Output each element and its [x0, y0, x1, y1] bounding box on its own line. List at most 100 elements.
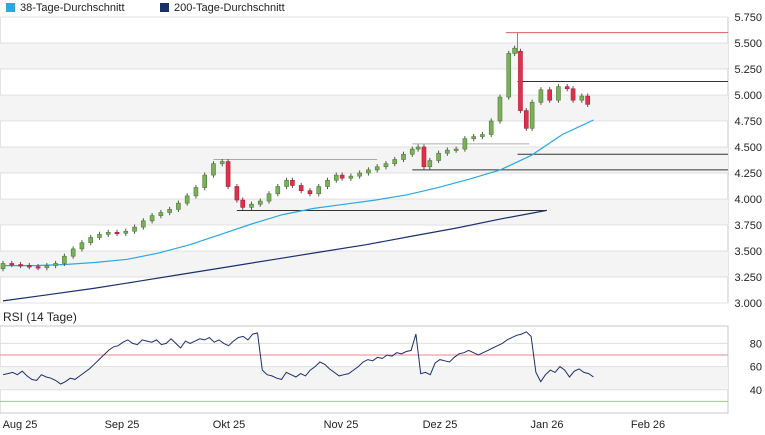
candle: [325, 179, 330, 187]
candle: [266, 193, 272, 202]
candle: [374, 166, 380, 171]
candle: [97, 234, 102, 238]
candle: [62, 255, 67, 264]
price-tick-label: 5.000: [734, 90, 762, 102]
candle: [409, 148, 415, 155]
candle: [453, 148, 459, 151]
candle: [132, 226, 137, 232]
x-axis: Aug 25 Sep 25 Okt 25 Nov 25 Dez 25 Jan 26 Feb …: [3, 419, 666, 431]
candle: [436, 152, 441, 161]
ma200-line: [2, 209, 547, 302]
candle: [333, 174, 339, 181]
price-band: [0, 199, 728, 225]
candle: [547, 89, 552, 101]
candle: [193, 187, 199, 197]
candle: [497, 96, 503, 122]
candle: [44, 265, 50, 268]
price-panel: 3.000 3.250 3.500 3.750 4.000 4.250 4.500 4.750…: [0, 12, 762, 310]
x-tick-label: Dez 25: [423, 419, 458, 430]
candle: [383, 163, 389, 168]
candle: [18, 264, 23, 267]
candle: [219, 161, 225, 164]
candle: [176, 202, 181, 210]
candle: [0, 263, 6, 269]
rsi-line: [2, 331, 594, 385]
candle: [141, 220, 146, 228]
candle: [445, 149, 450, 154]
candle: [249, 203, 254, 208]
rsi-panel: RSI (14 Tage) 40 60 80: [0, 310, 762, 414]
candle: [579, 95, 585, 101]
price-tick-label: 4.750: [734, 116, 762, 128]
candle: [357, 172, 362, 177]
price-band: [0, 95, 728, 121]
candle: [202, 174, 208, 188]
candle: [316, 186, 322, 195]
candle: [523, 110, 529, 129]
price-band: [0, 251, 728, 277]
candle: [158, 212, 164, 216]
candle: [225, 161, 231, 187]
candle: [512, 47, 517, 54]
candle: [529, 101, 535, 129]
candle: [257, 200, 263, 205]
candle: [480, 134, 485, 137]
price-tick-label: 3.000: [734, 298, 762, 310]
rsi-tick-label: 60: [750, 362, 762, 374]
candle: [211, 163, 216, 176]
candle: [427, 160, 433, 168]
candle: [70, 248, 76, 257]
rsi-title: RSI (14 Tage): [3, 310, 77, 324]
candle: [471, 136, 476, 139]
price-band: [0, 43, 728, 69]
price-tick-label: 4.000: [734, 194, 762, 206]
price-tick-label: 3.250: [734, 272, 762, 284]
candle: [35, 266, 41, 269]
price-tick-label: 4.500: [734, 142, 762, 154]
candle: [275, 186, 281, 195]
x-tick-label: Feb 26: [631, 419, 665, 430]
legend-swatch-0: [6, 3, 15, 12]
price-tick-label: 5.750: [734, 12, 762, 24]
candle: [234, 186, 240, 201]
candle: [240, 199, 246, 208]
candle: [415, 146, 421, 150]
candle: [88, 237, 94, 243]
candle: [284, 179, 289, 187]
price-tick-label: 4.250: [734, 168, 762, 180]
candle: [401, 153, 406, 160]
candle: [339, 174, 345, 179]
price-band: [0, 147, 728, 173]
candle: [564, 86, 570, 90]
legend-label-0: 38-Tage-Durchschnitt: [20, 2, 125, 14]
candle: [488, 120, 494, 135]
candle: [348, 175, 354, 179]
x-tick-label: Nov 25: [324, 419, 359, 430]
candle: [518, 51, 523, 111]
price-tick-label: 5.250: [734, 64, 762, 76]
candle: [9, 263, 15, 266]
candle: [570, 88, 576, 101]
candle: [290, 179, 295, 186]
legend-swatch-1: [160, 3, 169, 12]
rsi-band: [0, 366, 728, 390]
candle: [538, 89, 544, 103]
candle: [114, 231, 120, 235]
candle: [149, 215, 155, 222]
candle: [585, 95, 590, 105]
rsi-tick-label: 80: [750, 338, 762, 350]
candle: [307, 190, 313, 195]
price-tick-label: 5.500: [734, 38, 762, 50]
candle: [184, 195, 190, 204]
candle: [123, 230, 129, 234]
candle: [167, 209, 172, 213]
x-tick-label: Sep 25: [105, 419, 140, 430]
candle: [105, 231, 111, 235]
candle: [462, 138, 468, 150]
x-tick-label: Jan 26: [530, 419, 563, 430]
candle: [421, 146, 427, 168]
candle: [79, 242, 85, 250]
candle: [53, 263, 58, 266]
